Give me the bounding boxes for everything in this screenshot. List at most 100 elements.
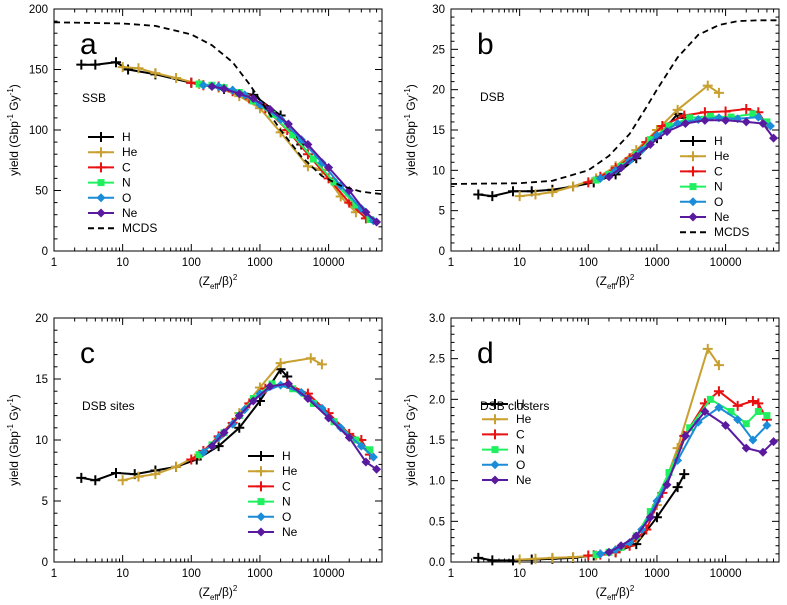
data-point bbox=[186, 454, 197, 465]
y-tick-label: 0 bbox=[439, 246, 445, 258]
data-point bbox=[305, 353, 316, 364]
data-point bbox=[336, 423, 346, 433]
data-point bbox=[207, 441, 217, 451]
series-he bbox=[117, 62, 361, 218]
data-point bbox=[727, 113, 735, 121]
legend-entry: C bbox=[88, 160, 131, 174]
series-ne bbox=[604, 115, 779, 182]
x-tick-label: 1 bbox=[51, 568, 57, 580]
y-axis-label-sup2: -1 bbox=[403, 88, 412, 96]
legend-marker bbox=[96, 132, 106, 142]
data-point bbox=[662, 127, 672, 137]
data-point bbox=[219, 84, 229, 94]
legend-label: N bbox=[516, 443, 525, 457]
legend-label: N bbox=[714, 180, 723, 194]
x-axis-label-sup: 2 bbox=[630, 273, 635, 282]
data-point bbox=[749, 110, 757, 118]
data-point bbox=[219, 428, 229, 438]
data-point bbox=[763, 118, 771, 126]
x-axis-label-rest: /β) bbox=[219, 585, 233, 599]
legend-marker bbox=[688, 166, 698, 177]
data-point bbox=[741, 443, 751, 453]
legend-label: O bbox=[122, 191, 131, 205]
data-point bbox=[302, 149, 313, 160]
data-point bbox=[90, 475, 101, 486]
x-axis-label-main: (Z bbox=[199, 585, 210, 599]
series-c bbox=[186, 77, 371, 224]
y-axis-label-sup2: -1 bbox=[403, 398, 412, 406]
x-axis-label-sup: 2 bbox=[233, 584, 238, 593]
data-point bbox=[317, 158, 327, 168]
data-point bbox=[769, 437, 779, 447]
panel-letter: c bbox=[80, 337, 95, 370]
legend-marker bbox=[96, 162, 106, 173]
y-axis-label: yield (Gbp-1 Gy-1) bbox=[6, 394, 21, 486]
x-axis-label-rest: /β) bbox=[616, 274, 630, 288]
panel-letter: a bbox=[80, 28, 97, 61]
y-tick-label: 0.5 bbox=[429, 516, 445, 528]
data-point bbox=[631, 151, 641, 161]
y-tick-label: 5 bbox=[439, 206, 445, 218]
legend-entry: H bbox=[248, 449, 291, 463]
data-point bbox=[255, 100, 265, 110]
y-axis-label: yield (Gbp-1 Gy-1) bbox=[6, 84, 21, 176]
data-point bbox=[646, 136, 654, 144]
panel-note: DSB sites bbox=[82, 399, 135, 413]
y-axis-label-main: yield (Gbp bbox=[7, 431, 21, 486]
x-tick-label: 10000 bbox=[710, 257, 742, 269]
data-point bbox=[665, 469, 673, 477]
x-tick-label: 100 bbox=[579, 257, 598, 269]
data-point bbox=[732, 400, 743, 411]
y-tick-label: 15 bbox=[432, 125, 445, 137]
x-axis-label-rest: /β) bbox=[616, 585, 630, 599]
y-tick-label: 30 bbox=[432, 4, 445, 16]
legend-entry: O bbox=[88, 191, 131, 205]
y-axis-label-sup2: -1 bbox=[6, 398, 15, 406]
data-point bbox=[665, 122, 673, 130]
data-point bbox=[361, 457, 371, 467]
legend-label: H bbox=[516, 397, 525, 411]
data-point bbox=[110, 57, 121, 68]
x-axis-label-sub: eff bbox=[607, 593, 617, 602]
data-point bbox=[702, 343, 713, 354]
data-point bbox=[762, 420, 772, 430]
series-line bbox=[53, 21, 383, 195]
data-point bbox=[592, 551, 600, 559]
x-axis-label-main: (Z bbox=[596, 274, 607, 288]
data-point bbox=[303, 140, 313, 150]
plot-frame bbox=[450, 8, 780, 252]
data-point bbox=[616, 163, 626, 173]
legend-marker bbox=[688, 136, 698, 146]
y-axis-label-end: ) bbox=[404, 394, 418, 398]
legend-label: He bbox=[516, 412, 532, 426]
x-tick-label: 1 bbox=[448, 257, 454, 269]
y-axis-label-main: yield (Gbp bbox=[404, 431, 418, 486]
legend-entry: Ne bbox=[248, 525, 298, 539]
data-point bbox=[171, 72, 182, 83]
data-point bbox=[150, 68, 161, 79]
data-point bbox=[741, 117, 751, 127]
legend-label: He bbox=[714, 149, 730, 163]
legend-entry: H bbox=[680, 134, 723, 148]
legend-label: N bbox=[122, 176, 131, 190]
data-point bbox=[702, 80, 713, 91]
legend-entry: Ne bbox=[680, 210, 730, 224]
y-tick-label: 20 bbox=[432, 85, 445, 97]
data-point bbox=[361, 207, 371, 217]
data-point bbox=[309, 155, 317, 163]
data-point bbox=[700, 115, 710, 125]
data-point bbox=[721, 420, 731, 430]
series-h bbox=[473, 108, 690, 202]
data-point bbox=[473, 552, 484, 563]
y-axis-label-sup2: -1 bbox=[6, 88, 15, 96]
data-point bbox=[150, 469, 161, 480]
data-point bbox=[680, 431, 690, 441]
data-point bbox=[714, 402, 724, 412]
data-point bbox=[604, 172, 614, 182]
x-axis-label-sub: eff bbox=[607, 282, 617, 291]
data-point bbox=[595, 549, 605, 559]
x-tick-label: 10 bbox=[513, 257, 526, 269]
panel-c: 1 10 100 1000 10000 0 5 10 15 20 (Zeff/β)2 yield (G… bbox=[6, 313, 383, 602]
